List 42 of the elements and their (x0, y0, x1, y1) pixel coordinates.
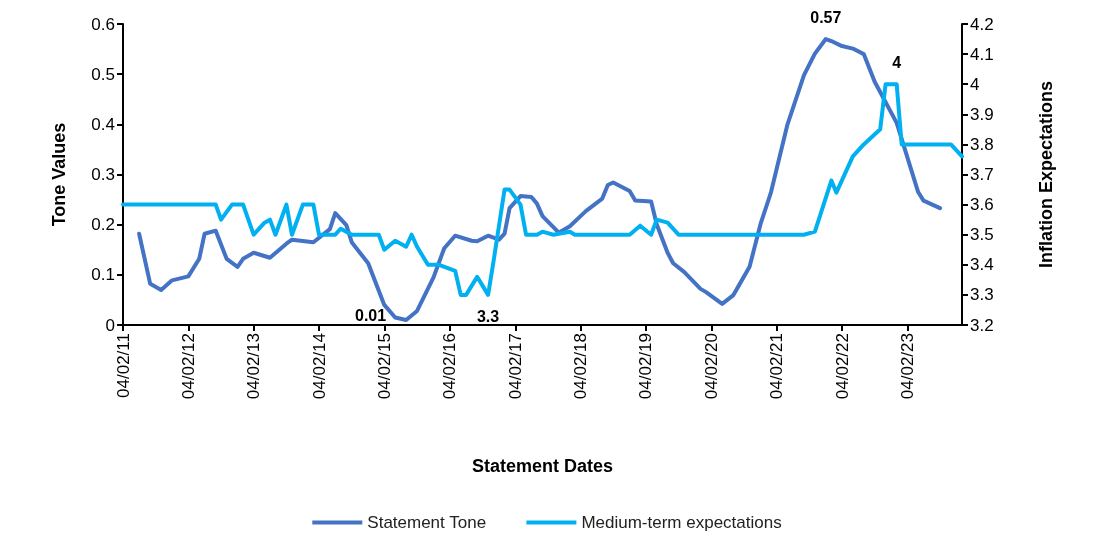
data-label: 0.01 (354, 307, 387, 325)
y2-tick-label: 3.6 (970, 195, 994, 215)
legend-label: Statement Tone (367, 513, 487, 532)
x-tick-label: 04/02/21 (767, 333, 787, 400)
y2-axis-title: Inflation Expectations (1036, 80, 1056, 269)
line-series (137, 37, 942, 322)
x-tick-label: 04/02/11 (113, 333, 133, 398)
y-tick-label: 0.2 (91, 215, 115, 235)
y2-tick-label: 3.7 (970, 165, 994, 184)
x-tick-label: 04/02/19 (636, 333, 656, 400)
x-tick-label: 04/02/20 (701, 333, 721, 400)
y2-tick-label: 3.5 (970, 225, 994, 245)
x-tick-label: 04/02/22 (832, 333, 852, 400)
y2-tick-label: 4.2 (970, 14, 994, 34)
x-tick-label: 04/02/12 (179, 333, 198, 400)
y-tick-label: 0 (105, 315, 115, 335)
y-tick-label: 0.3 (91, 165, 115, 184)
y-axis-title: Tone Values (49, 122, 69, 227)
y2-tick-label: 3.2 (970, 315, 994, 335)
y-tick-label: 0.1 (91, 265, 115, 285)
data-label: 3.3 (476, 308, 500, 326)
x-tick-label: 04/02/17 (505, 333, 525, 400)
y-tick-label: 0.6 (91, 14, 115, 34)
data-label: 4 (892, 53, 902, 71)
data-label: 0.57 (810, 8, 842, 26)
x-tick-label: 04/02/15 (374, 333, 394, 400)
y-tick-label: 0.5 (91, 64, 115, 84)
x-tick-label: 04/02/23 (897, 333, 917, 400)
line-series (121, 82, 964, 297)
x-tick-label: 04/02/16 (440, 333, 460, 400)
y2-tick-label: 3.9 (970, 104, 994, 124)
x-tick-label: 04/02/13 (244, 333, 264, 400)
x-tick-label: 04/02/14 (309, 333, 329, 400)
y2-tick-label: 3.8 (970, 134, 994, 154)
legend-label: Medium-term expectations (581, 513, 782, 532)
x-axis-title: Statement Dates (471, 456, 614, 476)
y2-tick-label: 4 (970, 74, 980, 94)
y2-tick-label: 4.1 (970, 44, 994, 64)
y2-tick-label: 3.4 (970, 255, 994, 275)
x-tick-label: 04/02/18 (571, 333, 591, 400)
y2-tick-label: 3.3 (970, 285, 994, 305)
y-tick-label: 0.4 (91, 114, 115, 134)
